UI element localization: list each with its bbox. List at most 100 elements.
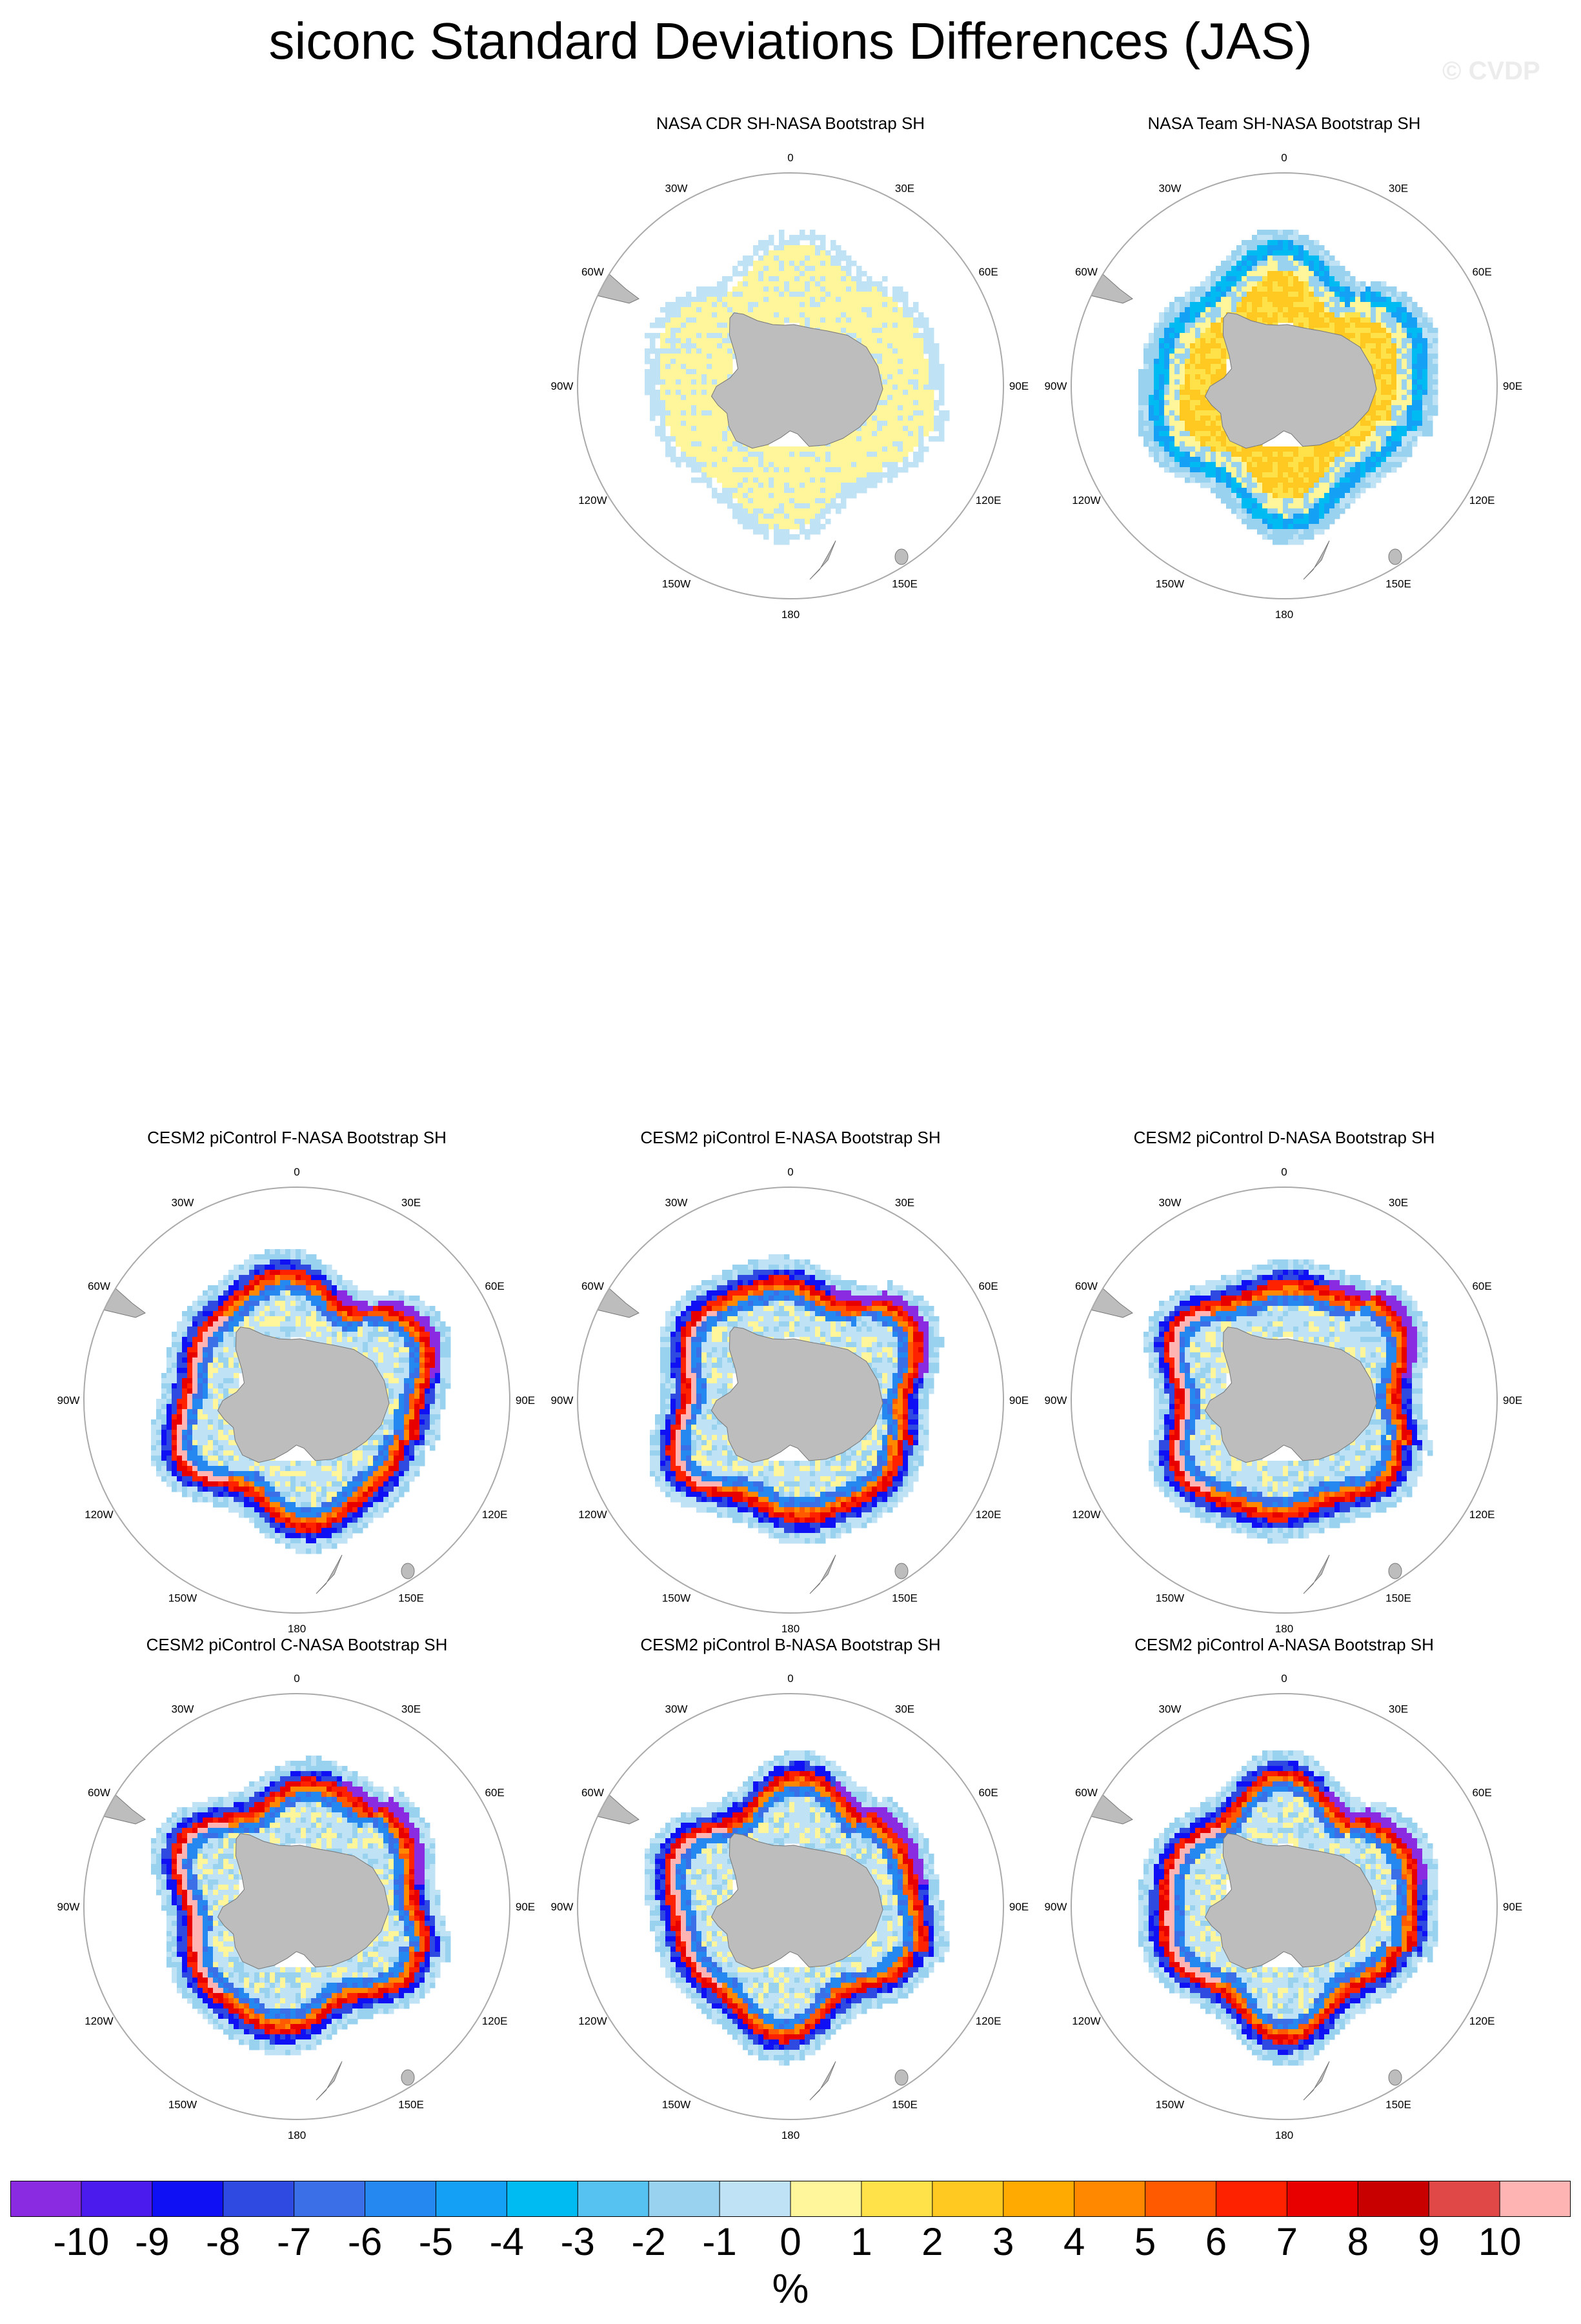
lon-label: 150W <box>1156 578 1184 590</box>
lon-label: 150W <box>662 2099 690 2111</box>
colorbar-swatch <box>1358 2181 1429 2217</box>
lon-label: 150E <box>1385 578 1411 590</box>
lon-label: 0 <box>1281 1672 1287 1685</box>
lon-label: 60W <box>88 1787 110 1799</box>
lon-label: 150W <box>168 2099 197 2111</box>
lon-label: 0 <box>787 152 793 164</box>
colorbar-tick-label: -1 <box>702 2220 737 2263</box>
colorbar <box>10 2181 1571 2217</box>
lon-label: 150E <box>892 578 918 590</box>
lon-label: 150W <box>662 1592 690 1605</box>
lon-label: 0 <box>787 1672 793 1685</box>
lon-label: 90E <box>1503 380 1522 392</box>
lon-label: 60W <box>581 266 604 278</box>
lon-label: 30E <box>1389 1703 1408 1715</box>
lon-label: 120E <box>976 1508 1002 1521</box>
lon-label: 120W <box>85 2015 113 2027</box>
lon-label: 90E <box>1009 1901 1029 1913</box>
colorbar-tick-label: -8 <box>206 2220 241 2263</box>
colorbar-swatch <box>1287 2181 1358 2217</box>
colorbar-tick-label: -4 <box>489 2220 525 2263</box>
lon-label: 180 <box>781 608 800 621</box>
colorbar-tick-label: 0 <box>780 2220 801 2263</box>
lon-label: 180 <box>1275 608 1293 621</box>
copyright-watermark: © CVDP <box>1442 57 1540 85</box>
lon-label: 90W <box>57 1394 80 1407</box>
lon-label: 90W <box>1045 380 1067 392</box>
panel-title-B: CESM2 piControl B-NASA Bootstrap SH <box>640 1635 941 1654</box>
lon-label: 30W <box>172 1196 194 1208</box>
lon-label: 90W <box>1045 1901 1067 1913</box>
colorbar-tick-label: 3 <box>992 2220 1014 2263</box>
colorbar-labels: -10 -9 -8 -7 -6 -5 -4 -3 -2 -1 0 1 2 3 4 5 6 7 8 9 10 <box>0 2219 1581 2265</box>
lon-label: 90W <box>551 1901 574 1913</box>
lon-label: 120W <box>578 1508 607 1521</box>
colorbar-swatch <box>1500 2181 1571 2217</box>
lon-label: 150W <box>1156 2099 1184 2111</box>
lon-label: 120W <box>1072 2015 1100 2027</box>
lon-label: 120W <box>85 1508 113 1521</box>
lon-label: 0 <box>294 1672 299 1685</box>
lon-label: 30E <box>895 1196 914 1208</box>
colorbar-tick-label: -6 <box>347 2220 383 2263</box>
colorbar-swatch <box>1003 2181 1075 2217</box>
lon-label: 60W <box>1075 1787 1098 1799</box>
colorbar-tick-label: 1 <box>851 2220 872 2263</box>
lon-label: 30E <box>895 1703 914 1715</box>
colorbar-tick-label: 10 <box>1478 2220 1522 2263</box>
polar-map-C: 0 30E 60E 90E 120E 150E 180 150W 120W 90W 60W 30W <box>57 1672 536 2141</box>
lon-label: 0 <box>1281 1166 1287 1178</box>
lon-label: 90W <box>57 1901 80 1913</box>
lon-label: 120W <box>1072 1508 1100 1521</box>
colorbar-swatch <box>1145 2181 1216 2217</box>
lon-label: 60E <box>485 1787 504 1799</box>
panel-title-C: CESM2 piControl C-NASA Bootstrap SH <box>146 1635 448 1654</box>
polar-map-F: 0 30E 60E 90E 120E 150E 180 150W 120W 90W 60W 30W <box>57 1166 536 1635</box>
lon-label: 60E <box>485 1280 504 1292</box>
lon-label: 60E <box>1472 1787 1491 1799</box>
panel-title-D: CESM2 piControl D-NASA Bootstrap SH <box>1133 1128 1435 1147</box>
lon-label: 150W <box>168 1592 197 1605</box>
colorbar-swatch <box>507 2181 578 2217</box>
lon-label: 60W <box>581 1280 604 1292</box>
colorbar-tick-label: 6 <box>1205 2220 1227 2263</box>
lon-label: 180 <box>781 1623 800 1635</box>
lon-label: 90E <box>1009 1394 1029 1407</box>
panel-title-cdr: NASA CDR SH-NASA Bootstrap SH <box>656 114 925 133</box>
lon-label: 90E <box>1503 1394 1522 1407</box>
lon-label: 90E <box>1503 1901 1522 1913</box>
colorbar-swatch <box>1074 2181 1146 2217</box>
lon-label: 90W <box>551 380 574 392</box>
lon-label: 60E <box>1472 266 1491 278</box>
lon-label: 30E <box>401 1196 421 1208</box>
colorbar-swatch <box>223 2181 295 2217</box>
colorbar-swatch <box>578 2181 649 2217</box>
lon-label: 60E <box>978 1787 998 1799</box>
lon-label: 90E <box>516 1901 535 1913</box>
lon-label: 120E <box>482 1508 508 1521</box>
colorbar-tick-label: -2 <box>631 2220 666 2263</box>
lon-label: 0 <box>1281 152 1287 164</box>
colorbar-units: % <box>772 2265 809 2312</box>
polar-map-cdr: 0 30E 60E 90E 120E 150E 180 150W 120W 90W 60W 30W <box>551 152 1029 621</box>
colorbar-tick-label: 2 <box>921 2220 943 2263</box>
lon-label: 30E <box>1389 182 1408 194</box>
polar-map-A: 0 30E 60E 90E 120E 150E 180 150W 120W 90W 60W 30W <box>1045 1672 1523 2141</box>
lon-label: 30W <box>1159 1703 1182 1715</box>
lon-label: 30W <box>1159 1196 1182 1208</box>
lon-label: 120W <box>1072 494 1100 506</box>
colorbar-tick-label: -3 <box>560 2220 595 2263</box>
colorbar-swatch <box>1429 2181 1500 2217</box>
lon-label: 150W <box>1156 1592 1184 1605</box>
colorbar-swatch <box>152 2181 224 2217</box>
panel-title-A: CESM2 piControl A-NASA Bootstrap SH <box>1134 1635 1434 1654</box>
panel-title-E: CESM2 piControl E-NASA Bootstrap SH <box>640 1128 941 1147</box>
colorbar-swatch <box>1216 2181 1287 2217</box>
lon-label: 30W <box>172 1703 194 1715</box>
polar-map-team: 0 30E 60E 90E 120E 150E 180 150W 120W 90W 60W 30W <box>1045 152 1523 621</box>
lon-label: 60W <box>1075 1280 1098 1292</box>
lon-label: 30W <box>665 1703 688 1715</box>
lon-label: 60E <box>1472 1280 1491 1292</box>
lon-label: 150E <box>398 1592 424 1605</box>
lon-label: 30W <box>1159 182 1182 194</box>
